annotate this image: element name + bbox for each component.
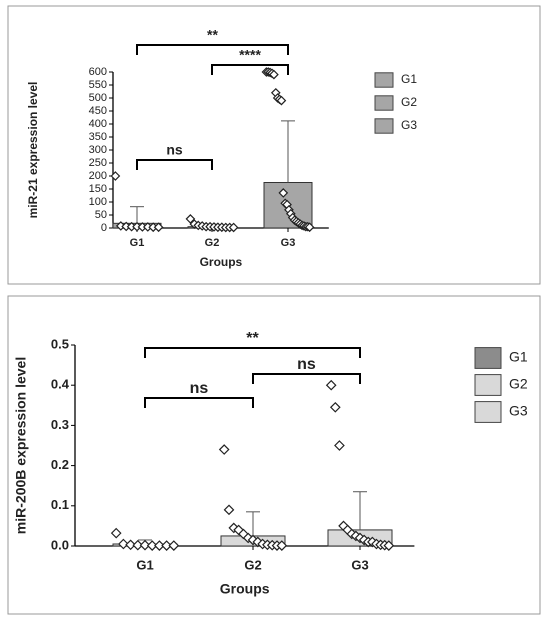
y-tick-label: 550 bbox=[89, 79, 107, 91]
data-point bbox=[325, 379, 337, 391]
data-point bbox=[125, 539, 136, 551]
legend-label: G1 bbox=[401, 72, 417, 86]
data-point bbox=[110, 527, 122, 539]
legend-swatch bbox=[374, 95, 394, 111]
significance-label: **** bbox=[239, 47, 261, 63]
y-tick-label: 600 bbox=[89, 66, 107, 78]
significance-bracket bbox=[144, 397, 254, 408]
x-axis-label: Groups bbox=[200, 255, 243, 269]
x-axis-label: Groups bbox=[220, 581, 270, 597]
y-tick-label: 0.4 bbox=[51, 377, 70, 392]
significance-bracket bbox=[252, 373, 361, 384]
y-tick-label: 450 bbox=[89, 105, 107, 117]
legend-swatch bbox=[474, 401, 502, 423]
y-tick-label: 200 bbox=[89, 170, 107, 182]
data-point bbox=[278, 188, 289, 198]
y-axis-label: miR-200B expression level bbox=[13, 357, 29, 534]
x-tick-label: G2 bbox=[244, 557, 261, 572]
data-point bbox=[139, 539, 151, 551]
data-point bbox=[228, 222, 239, 233]
legend-swatch bbox=[474, 347, 502, 369]
legend-label: G1 bbox=[509, 349, 528, 365]
data-point bbox=[132, 539, 144, 551]
data-point bbox=[304, 222, 315, 233]
y-tick-label: 50 bbox=[95, 209, 107, 221]
x-tick-label: G1 bbox=[136, 557, 153, 572]
data-point bbox=[161, 540, 172, 551]
data-point bbox=[118, 538, 129, 550]
y-tick-label: 0.0 bbox=[51, 537, 69, 552]
y-tick-label: 500 bbox=[89, 92, 107, 104]
y-tick-label: 150 bbox=[89, 183, 107, 195]
x-tick-label: G3 bbox=[281, 237, 296, 249]
significance-label: ns bbox=[297, 356, 316, 373]
x-tick-label: G2 bbox=[205, 237, 220, 249]
y-tick-label: 0 bbox=[101, 222, 107, 234]
data-point bbox=[276, 95, 287, 106]
x-tick-label: G1 bbox=[130, 237, 145, 249]
panel bbox=[7, 5, 541, 285]
data-point bbox=[218, 444, 230, 455]
significance-bracket bbox=[211, 64, 289, 75]
data-point bbox=[185, 214, 196, 224]
significance-label: ** bbox=[246, 330, 259, 347]
data-point bbox=[276, 540, 288, 551]
x-tick-label: G3 bbox=[351, 557, 368, 572]
data-point bbox=[383, 540, 395, 551]
data-point bbox=[154, 540, 165, 551]
data-point bbox=[153, 222, 164, 233]
y-axis-label: miR-21 expression level bbox=[26, 82, 40, 219]
y-tick-label: 0.2 bbox=[51, 457, 69, 472]
data-point bbox=[329, 401, 341, 413]
data-point bbox=[146, 540, 158, 551]
significance-bracket bbox=[144, 347, 361, 358]
legend-label: G2 bbox=[401, 95, 417, 109]
y-tick-label: 0.5 bbox=[51, 336, 69, 351]
legend-label: G3 bbox=[401, 118, 417, 132]
y-tick-label: 0.1 bbox=[51, 497, 69, 512]
data-point bbox=[168, 540, 180, 551]
significance-bracket bbox=[136, 44, 289, 55]
y-tick-label: 350 bbox=[89, 131, 107, 143]
y-tick-label: 0.3 bbox=[51, 417, 69, 432]
data-point bbox=[269, 69, 279, 80]
legend-swatch bbox=[374, 72, 394, 88]
legend-swatch bbox=[374, 118, 394, 134]
y-tick-label: 250 bbox=[89, 157, 107, 169]
significance-label: ns bbox=[190, 380, 209, 397]
significance-bracket bbox=[136, 159, 213, 170]
panel bbox=[7, 295, 541, 615]
significance-label: ns bbox=[166, 142, 183, 158]
significance-label: ** bbox=[207, 27, 218, 43]
data-point bbox=[334, 440, 345, 451]
data-point bbox=[223, 504, 235, 516]
y-tick-label: 100 bbox=[89, 196, 107, 208]
y-tick-label: 400 bbox=[89, 118, 107, 130]
legend-swatch bbox=[474, 374, 502, 396]
y-tick-label: 300 bbox=[89, 144, 107, 156]
legend-label: G3 bbox=[509, 403, 528, 419]
legend-label: G2 bbox=[509, 376, 528, 392]
data-point bbox=[110, 171, 121, 181]
